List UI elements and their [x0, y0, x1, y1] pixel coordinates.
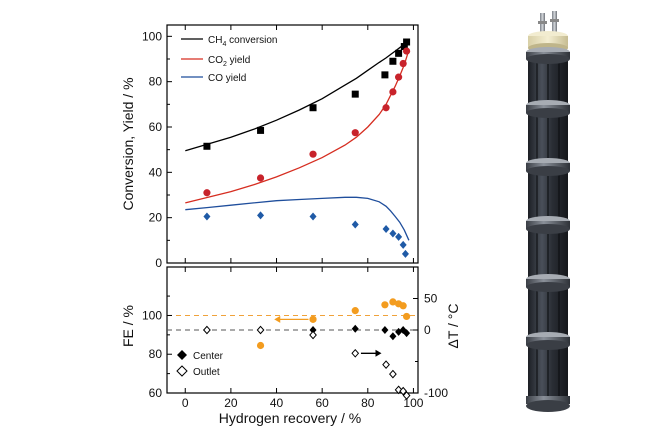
- data-point: [399, 59, 407, 68]
- data-point: [389, 88, 397, 96]
- data-point: [382, 104, 390, 112]
- top-plot-frame: [166, 24, 419, 264]
- reactor-ring-bottom: [526, 108, 570, 118]
- data-point: [203, 325, 211, 335]
- y-tick-label: 40: [149, 165, 163, 179]
- bottom-legend: Center Outlet: [176, 350, 224, 378]
- electrode-rod: [540, 13, 545, 36]
- data-point: [309, 150, 317, 158]
- data-point: [203, 189, 211, 197]
- right-y-tick-label: -100: [424, 386, 448, 400]
- x-tick-label: 100: [403, 396, 423, 410]
- data-point: [402, 391, 411, 400]
- data-point: [351, 129, 359, 137]
- data-point: [399, 240, 407, 249]
- data-point: [309, 326, 317, 334]
- data-point: [399, 386, 408, 396]
- data-point: [394, 385, 403, 395]
- x-tick-label: 40: [270, 396, 284, 410]
- data-point: [403, 329, 411, 338]
- y-tick-label: 60: [149, 120, 163, 134]
- data-point: [382, 360, 390, 370]
- reactor-ring-bottom: [526, 282, 570, 292]
- data-point: [389, 229, 397, 238]
- data-point: [381, 326, 389, 334]
- data-point: [400, 43, 408, 51]
- data-point: [389, 57, 397, 65]
- data-point: [399, 302, 407, 310]
- data-point: [256, 341, 265, 350]
- y-tick-label: 20: [149, 211, 163, 225]
- data-point: [402, 312, 411, 321]
- x-axis-label: Hydrogen recovery / %: [219, 410, 361, 426]
- y-tick-label: 80: [149, 75, 163, 89]
- reactor-ring-bottom: [526, 166, 570, 176]
- data-point: [309, 315, 317, 323]
- data-point: [256, 174, 265, 182]
- data-point: [402, 47, 411, 55]
- data-point: [257, 126, 265, 134]
- legend-outlet-label: Outlet: [193, 367, 220, 378]
- right-y-tick-label: 0: [424, 323, 431, 337]
- data-point: [395, 73, 403, 81]
- series-line-1: [185, 49, 410, 204]
- x-tick-label: 0: [182, 396, 189, 410]
- fe-axis-arrowhead: [274, 315, 281, 323]
- right-y-tick-label: 50: [424, 292, 438, 306]
- data-point: [203, 142, 211, 150]
- legend-co2-label: CO2 yield: [208, 55, 250, 68]
- y-tick-label: 80: [149, 347, 163, 361]
- data-point: [203, 212, 211, 221]
- reactor-ring-bottom: [526, 224, 570, 234]
- data-point: [381, 301, 389, 309]
- y-tick-label: 100: [142, 308, 162, 322]
- data-point: [309, 330, 317, 340]
- data-point: [351, 220, 359, 229]
- data-point: [395, 49, 403, 57]
- data-point: [351, 307, 359, 315]
- data-point: [389, 369, 397, 379]
- data-point: [351, 90, 359, 98]
- electrode-rod: [552, 11, 557, 36]
- data-point: [382, 225, 390, 233]
- data-point: [351, 348, 360, 358]
- legend-center-label: Center: [193, 351, 224, 362]
- reactor-illustration: [526, 11, 570, 412]
- series-line-2: [185, 196, 410, 241]
- top-legend: CH4 conversion CO2 yield CO yield: [181, 35, 278, 84]
- data-point: [309, 104, 317, 112]
- data-point: [389, 332, 397, 341]
- data-point: [395, 232, 403, 241]
- y-tick-label: 100: [142, 29, 162, 43]
- data-point: [389, 298, 397, 306]
- x-tick-label: 60: [315, 396, 329, 410]
- bottom-y-axis-label: FE / %: [120, 305, 136, 347]
- y-tick-label: 60: [149, 386, 163, 400]
- top-panel: 0 20 40 60 80 100: [142, 24, 419, 270]
- data-point: [256, 325, 265, 335]
- legend-ch4-label: CH4 conversion: [208, 35, 278, 48]
- reactor-ring-bottom: [526, 340, 570, 350]
- data-point: [351, 324, 359, 333]
- data-point: [309, 212, 317, 221]
- legend-co-label: CO yield: [208, 73, 246, 84]
- x-tick-label: 20: [224, 396, 238, 410]
- top-y-axis-label: Conversion, Yield / %: [120, 77, 136, 210]
- data-point: [403, 38, 411, 46]
- data-point: [257, 211, 265, 220]
- y-tick-label: 0: [155, 256, 162, 270]
- x-tick-label: 80: [361, 396, 375, 410]
- reactor-ring-bottom: [526, 54, 570, 64]
- bottom-right-y-axis-label: ΔT / °C: [445, 303, 461, 348]
- data-point: [401, 249, 409, 258]
- dt-axis-arrowhead: [375, 349, 382, 357]
- data-point: [381, 71, 389, 79]
